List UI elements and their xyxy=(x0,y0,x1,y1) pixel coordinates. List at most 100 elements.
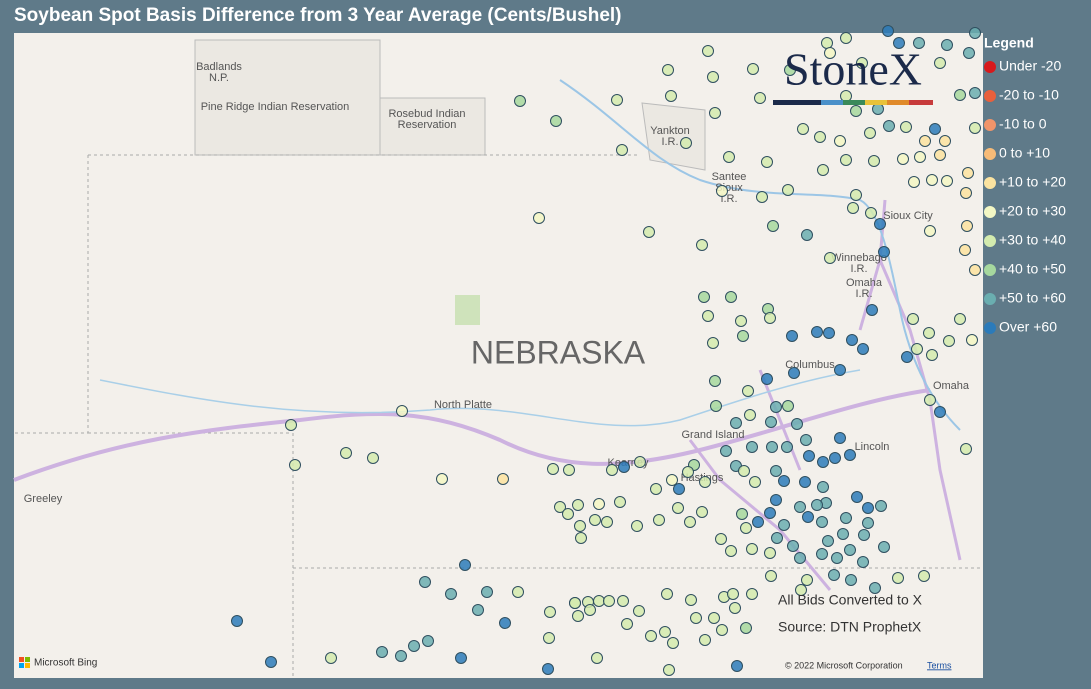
bid-point xyxy=(591,652,603,664)
place-label: Sioux City xyxy=(883,210,933,222)
bid-point xyxy=(816,548,828,560)
bid-point xyxy=(562,508,574,520)
title: Soybean Spot Basis Difference from 3 Yea… xyxy=(14,5,622,26)
bid-point xyxy=(934,406,946,418)
bid-point xyxy=(908,176,920,188)
bid-point xyxy=(702,45,714,57)
bid-point xyxy=(618,461,630,473)
bid-point xyxy=(840,512,852,524)
bid-point xyxy=(707,337,719,349)
bid-point xyxy=(730,417,742,429)
bid-point xyxy=(621,618,633,630)
bid-point xyxy=(831,552,843,564)
bid-point xyxy=(963,47,975,59)
bid-point xyxy=(811,499,823,511)
bid-points xyxy=(231,25,981,676)
legend-label: 0 to +10 xyxy=(999,145,1050,161)
bid-point xyxy=(770,401,782,413)
bid-point xyxy=(731,660,743,672)
bid-point xyxy=(857,556,869,568)
bid-point xyxy=(919,135,931,147)
bid-point xyxy=(856,57,868,69)
place-label: I.R. xyxy=(661,136,678,148)
bid-point xyxy=(709,107,721,119)
bid-point xyxy=(811,326,823,338)
bid-point xyxy=(445,588,457,600)
bid-point xyxy=(715,533,727,545)
bid-point xyxy=(617,595,629,607)
bid-point xyxy=(593,498,605,510)
bid-point xyxy=(455,652,467,664)
bid-point xyxy=(684,516,696,528)
bid-point xyxy=(803,450,815,462)
bid-point xyxy=(857,343,869,355)
bid-point xyxy=(926,174,938,186)
bid-point xyxy=(737,330,749,342)
bid-point xyxy=(847,202,859,214)
bid-point xyxy=(892,572,904,584)
bid-point xyxy=(764,507,776,519)
bid-point xyxy=(554,501,566,513)
bid-point xyxy=(723,151,735,163)
bid-point xyxy=(633,605,645,617)
bid-point xyxy=(497,473,509,485)
bid-point xyxy=(864,127,876,139)
bid-point xyxy=(846,334,858,346)
bid-point xyxy=(784,64,796,76)
note: All Bids Converted to X xyxy=(778,592,923,608)
bid-point xyxy=(563,464,575,476)
bid-point xyxy=(814,131,826,143)
bid-point xyxy=(422,635,434,647)
bid-point xyxy=(544,606,556,618)
bid-point xyxy=(929,123,941,135)
bid-point xyxy=(969,122,981,134)
bid-point xyxy=(868,155,880,167)
bid-point xyxy=(643,226,655,238)
bid-point xyxy=(954,89,966,101)
bid-point xyxy=(969,87,981,99)
bid-point xyxy=(865,207,877,219)
bid-point xyxy=(770,465,782,477)
bid-point xyxy=(771,532,783,544)
bid-point xyxy=(960,443,972,455)
legend: Under -20 -20 to -10 -10 to 0 0 to +10 +10 t… xyxy=(984,58,1066,335)
bid-point xyxy=(533,212,545,224)
bid-point xyxy=(754,92,766,104)
bid-point xyxy=(673,483,685,495)
bid-point xyxy=(699,476,711,488)
bid-point xyxy=(574,520,586,532)
bid-point xyxy=(601,516,613,528)
bid-point xyxy=(817,481,829,493)
bid-point xyxy=(802,511,814,523)
legend-swatch xyxy=(984,119,996,131)
note: Source: DTN ProphetX xyxy=(778,619,922,635)
bid-point xyxy=(954,313,966,325)
bid-point xyxy=(709,375,721,387)
bid-point xyxy=(611,94,623,106)
legend-swatch xyxy=(984,206,996,218)
bid-point xyxy=(749,476,761,488)
bid-point xyxy=(850,189,862,201)
bid-point xyxy=(875,500,887,512)
bid-point xyxy=(716,624,728,636)
bid-point xyxy=(962,167,974,179)
place-label: Omaha xyxy=(846,277,883,289)
bid-point xyxy=(603,595,615,607)
legend-label: Under -20 xyxy=(999,58,1061,74)
place-label: Pine Ridge Indian Reservation xyxy=(201,101,350,113)
place-label: Greeley xyxy=(24,493,63,505)
bid-point xyxy=(824,47,836,59)
bid-point xyxy=(575,532,587,544)
bid-point xyxy=(727,588,739,600)
bid-point xyxy=(747,63,759,75)
bid-point xyxy=(746,588,758,600)
bid-point xyxy=(794,501,806,513)
bid-point xyxy=(924,394,936,406)
terms-link[interactable]: Terms xyxy=(927,660,952,670)
bid-point xyxy=(837,528,849,540)
bid-point xyxy=(961,220,973,232)
bid-point xyxy=(740,522,752,534)
bid-point xyxy=(834,135,846,147)
